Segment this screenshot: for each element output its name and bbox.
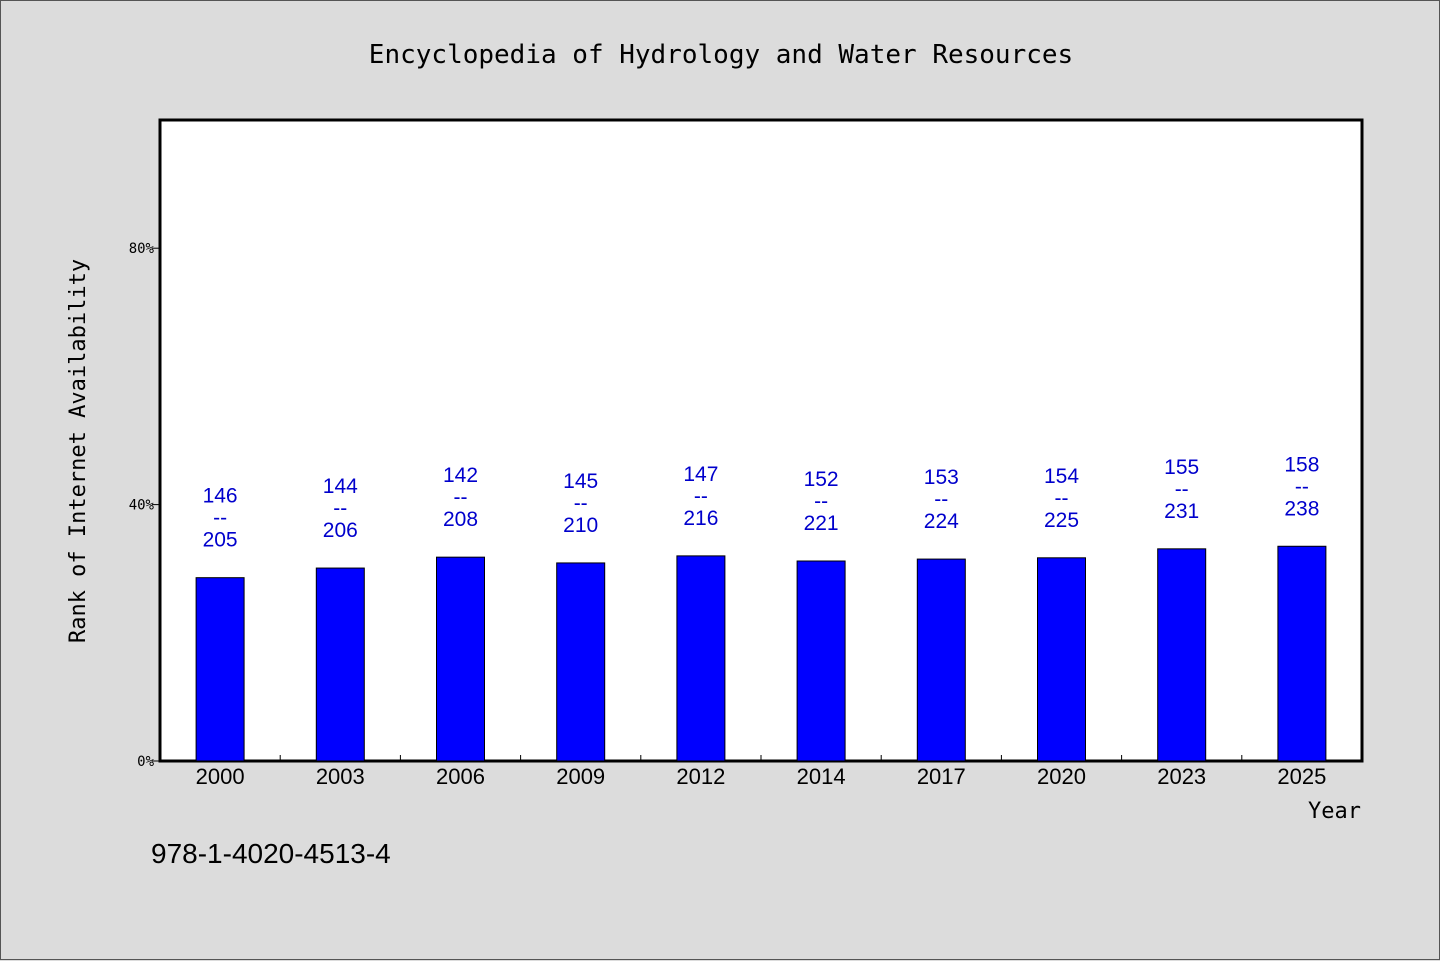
x-tick-label: 2017 (917, 764, 966, 789)
data-label-bottom: 216 (683, 507, 718, 530)
bar (556, 562, 606, 762)
y-axis-title: Rank of Internet Availability (66, 259, 91, 643)
data-label-separator: -- (1295, 475, 1309, 498)
x-tick-label: 2003 (316, 764, 365, 789)
data-label-separator: -- (694, 485, 708, 508)
x-tick-label: 2014 (797, 764, 846, 789)
data-label-bottom: 206 (323, 519, 358, 542)
x-tick-label: 2023 (1157, 764, 1206, 789)
bar (1037, 557, 1086, 762)
x-axis-title: Year (1308, 799, 1361, 824)
data-label-bottom: 221 (804, 512, 839, 535)
data-label-top: 152 (804, 468, 839, 491)
data-label-bottom: 225 (1044, 509, 1079, 532)
bar (916, 558, 966, 762)
bar (436, 556, 485, 762)
data-label-top: 153 (924, 466, 959, 489)
data-label-separator: -- (333, 497, 347, 520)
data-label-separator: -- (213, 507, 227, 530)
bar (315, 567, 365, 762)
data-label-top: 155 (1164, 456, 1199, 479)
data-label-bottom: 208 (443, 508, 478, 531)
bars-group (195, 545, 1327, 762)
isbn-footer: 978-1-4020-4513-4 (151, 838, 391, 869)
data-label-separator: -- (1175, 478, 1189, 501)
data-label-bottom: 210 (563, 514, 598, 537)
x-tick-label: 2025 (1277, 764, 1326, 789)
data-label-separator: -- (934, 488, 948, 511)
data-label-bottom: 238 (1284, 497, 1319, 520)
x-tick-label: 2012 (676, 764, 725, 789)
y-tick-label: 0% (137, 754, 154, 770)
data-label-separator: -- (814, 490, 828, 513)
bar (195, 577, 245, 762)
data-label-top: 144 (323, 475, 358, 498)
y-axis: 0% 40% 80% (129, 241, 160, 770)
data-label-top: 146 (203, 485, 238, 508)
bar (1277, 545, 1327, 762)
data-labels-group: 146--205144--206142--208145--210147--216… (203, 453, 1320, 551)
x-tick-label: 2020 (1037, 764, 1086, 789)
data-label-top: 145 (563, 470, 598, 493)
data-label-top: 147 (683, 463, 718, 486)
data-label-top: 154 (1044, 465, 1079, 488)
x-tick-label: 2006 (436, 764, 485, 789)
x-tick-label: 2009 (556, 764, 605, 789)
data-label-bottom: 205 (203, 529, 238, 552)
data-label-top: 142 (443, 464, 478, 487)
x-tick-label: 2000 (196, 764, 245, 789)
y-tick-label: 40% (129, 498, 155, 514)
data-label-separator: -- (1055, 487, 1069, 510)
bar (796, 560, 846, 762)
x-axis: 2000 2003 2006 2009 2012 2014 2017 2020 2023 2025 (196, 755, 1326, 789)
bar (676, 555, 726, 762)
data-label-separator: -- (574, 492, 588, 515)
data-label-bottom: 231 (1164, 500, 1199, 523)
data-label-bottom: 224 (924, 510, 959, 533)
data-label-top: 158 (1284, 453, 1319, 476)
chart-title: Encyclopedia of Hydrology and Water Reso… (369, 40, 1073, 70)
bar (1157, 548, 1207, 762)
y-tick-label: 80% (129, 241, 155, 257)
data-label-separator: -- (454, 486, 468, 509)
